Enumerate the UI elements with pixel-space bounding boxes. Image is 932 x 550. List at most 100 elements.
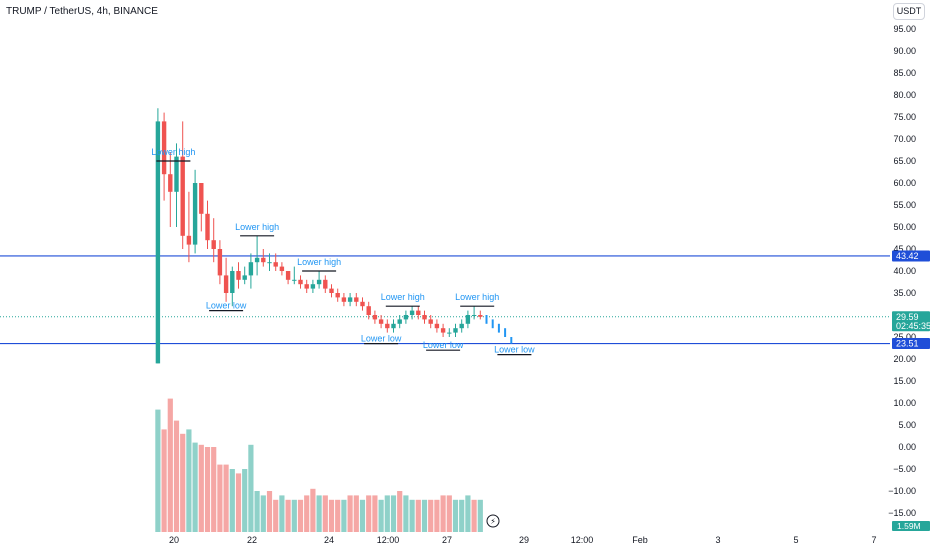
volume-bar — [291, 499, 297, 532]
volume-bar — [242, 469, 248, 532]
volume-bar — [310, 488, 316, 532]
candle-body — [397, 319, 402, 324]
candle-body — [316, 279, 322, 285]
volume-bar — [248, 444, 254, 532]
candle-body — [217, 249, 223, 276]
candle-body — [248, 262, 254, 276]
volume-bar — [428, 499, 434, 532]
volume-bar — [161, 429, 167, 532]
candle-body — [211, 240, 216, 249]
volume-bar — [155, 409, 161, 532]
candle-body — [199, 183, 204, 214]
candle-body — [155, 121, 161, 364]
candle-body — [403, 315, 409, 320]
volume-bar — [440, 495, 446, 532]
price-axis-label — [892, 311, 930, 332]
price-axis-label-text: 23.51 — [896, 339, 919, 349]
candle-body — [409, 310, 415, 315]
time-tick-label: 12:00 — [377, 535, 400, 545]
candle-body — [242, 275, 247, 280]
volume-bar — [229, 469, 235, 532]
annotation-label: Lower low — [361, 334, 402, 344]
price-tick-label: 70.00 — [893, 134, 916, 144]
price-tick-label: 80.00 — [893, 90, 916, 100]
lightning-icon — [486, 514, 500, 528]
time-tick-label: 12:00 — [571, 535, 594, 545]
annotation-label: Lower high — [297, 257, 341, 267]
price-tick-label: 65.00 — [893, 156, 916, 166]
time-tick-label: 22 — [247, 535, 257, 545]
candle-body — [223, 275, 229, 293]
candle-body — [273, 262, 278, 267]
candle-body — [416, 310, 421, 315]
price-tick-label: 95.00 — [893, 24, 916, 34]
candle-body — [471, 315, 477, 316]
volume-bar — [322, 495, 328, 532]
candle-body — [453, 328, 458, 333]
volume-bar — [471, 499, 477, 532]
volume-bar — [465, 495, 471, 532]
volume-bar — [192, 442, 198, 532]
volume-bar — [304, 495, 310, 532]
volume-bar — [347, 495, 353, 532]
price-axis-label — [892, 250, 930, 262]
candle-body — [447, 332, 452, 334]
price-tick-label: −10.00 — [888, 486, 916, 496]
price-tick-label: 55.00 — [893, 200, 916, 210]
time-tick-label: 3 — [715, 535, 720, 545]
time-tick-label: 20 — [169, 535, 179, 545]
chart-title: TRUMP / TetherUS, 4h, BINANCE — [6, 6, 158, 17]
candle-body — [366, 306, 371, 315]
candle-body — [478, 315, 483, 317]
price-tick-label: 90.00 — [893, 46, 916, 56]
price-axis-label — [892, 338, 930, 350]
volume-bar — [366, 495, 372, 532]
volume-bar — [173, 420, 180, 532]
price-axis-label-text: 29.59 — [896, 312, 919, 322]
volume-bar — [409, 499, 415, 532]
volume-bar — [434, 499, 440, 532]
price-tick-label: 20.00 — [893, 354, 916, 364]
candle-body — [186, 235, 192, 245]
annotation-label: Lower low — [494, 345, 535, 355]
candle-body — [422, 315, 427, 320]
price-tick-label: 45.00 — [893, 244, 916, 254]
annotation-label: Lower high — [151, 147, 195, 157]
annotation-label: Lower high — [455, 292, 499, 302]
candle-body — [168, 174, 173, 192]
price-tick-label: 10.00 — [893, 398, 916, 408]
candle-body — [341, 297, 347, 302]
volume-bar — [235, 473, 242, 532]
price-tick-label: 5.00 — [898, 420, 916, 430]
candle-body — [205, 213, 210, 241]
annotation-label: Lower low — [423, 340, 464, 350]
price-tick-label: −5.00 — [893, 464, 916, 474]
candle-body — [310, 284, 316, 289]
currency-button[interactable]: USDT — [893, 3, 925, 20]
candle-body — [323, 279, 328, 289]
candle-body — [192, 183, 198, 245]
candle-body — [434, 323, 440, 329]
price-axis-label-text: 43.42 — [896, 251, 919, 261]
candle-body — [391, 323, 396, 329]
volume-bar — [266, 491, 273, 532]
candle-body — [335, 293, 340, 298]
time-tick-label: 24 — [324, 535, 334, 545]
volume-bar — [328, 499, 335, 532]
volume-bar — [459, 499, 465, 532]
volume-bar — [223, 464, 229, 532]
price-tick-label: 15.00 — [893, 376, 916, 386]
volume-bar — [198, 444, 204, 532]
lightning-icon: ⚡ — [490, 517, 496, 526]
volume-bar — [390, 495, 397, 532]
price-tick-label: 35.00 — [893, 288, 916, 298]
annotation-label: Lower high — [381, 292, 425, 302]
volume-bar — [217, 464, 223, 532]
price-tick-label: 75.00 — [893, 112, 916, 122]
candle-body — [347, 297, 353, 302]
price-tick-label: 85.00 — [893, 68, 916, 78]
candle-body — [459, 323, 464, 329]
candle-body — [440, 328, 446, 333]
candle-body — [354, 297, 359, 302]
